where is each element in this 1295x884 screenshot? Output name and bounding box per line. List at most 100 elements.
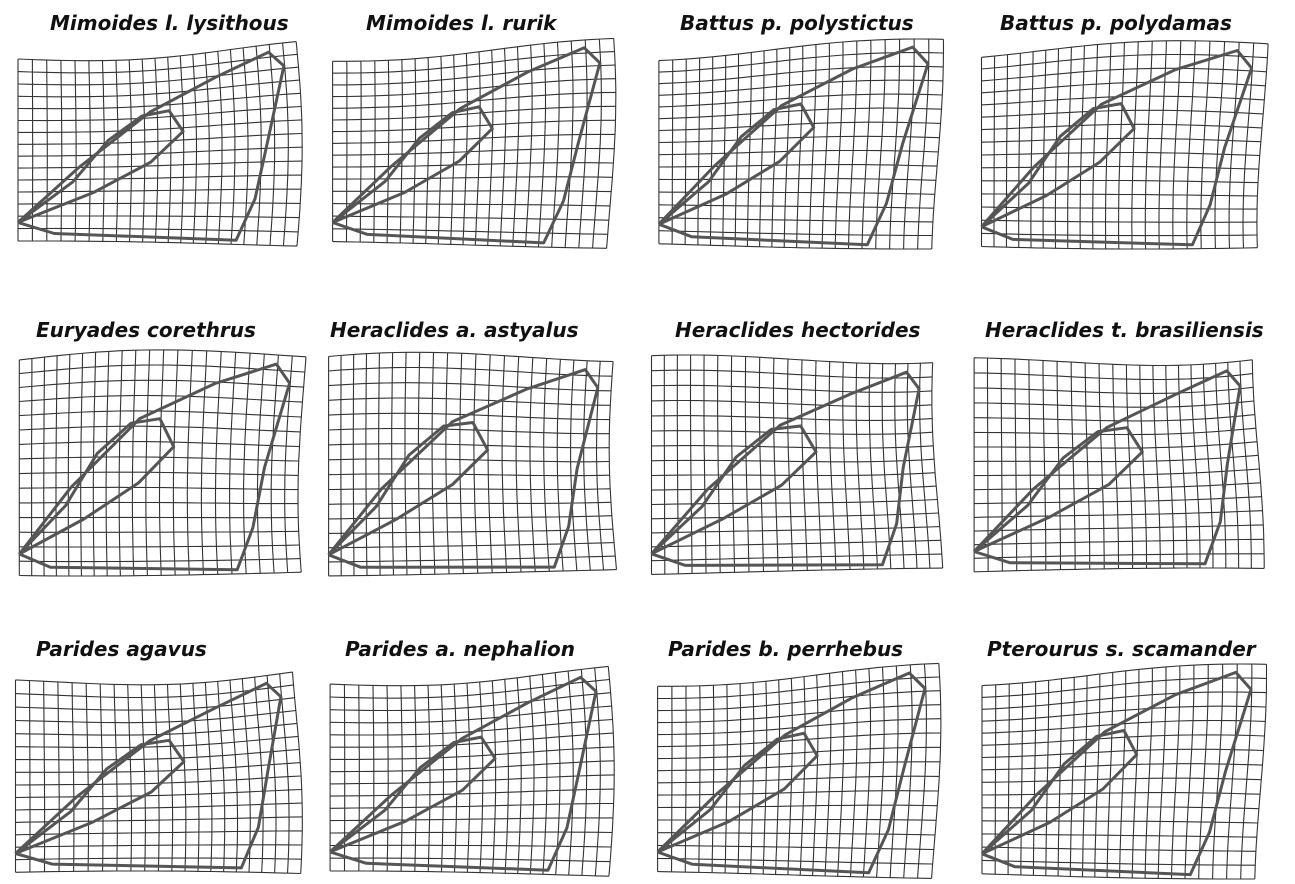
wing-outline xyxy=(18,52,284,240)
grid-line xyxy=(18,80,300,97)
grid-line xyxy=(401,686,402,872)
grid-line xyxy=(1071,362,1075,569)
grid-line xyxy=(75,61,76,242)
grid-line xyxy=(187,350,192,575)
grid-line xyxy=(180,56,183,243)
grid-line xyxy=(19,559,300,562)
grid-line xyxy=(659,80,943,95)
grid-line xyxy=(218,681,225,871)
grid-line xyxy=(920,363,930,568)
grid-line xyxy=(982,778,1261,782)
grid-line xyxy=(571,360,577,570)
grid-line xyxy=(659,39,944,61)
grid-line xyxy=(467,683,470,872)
panel-title: Parides a. nephalion xyxy=(345,637,575,661)
panel-title: Battus p. polystictus xyxy=(680,11,914,35)
grid-line xyxy=(862,40,871,249)
grid-line xyxy=(652,568,943,574)
panel: Pterourus s. scamander xyxy=(982,637,1267,879)
grid-line xyxy=(18,161,302,168)
grid-line xyxy=(1229,42,1239,248)
grid-line xyxy=(330,858,610,862)
grid-line xyxy=(438,56,442,244)
grid-line xyxy=(685,686,686,872)
panel-title: Heraclides a. astyalus xyxy=(330,318,579,342)
grid-line xyxy=(173,350,178,575)
grid-line xyxy=(974,568,1264,572)
grid-line xyxy=(201,351,206,575)
grid-line xyxy=(330,845,611,847)
grid-line xyxy=(982,706,1266,721)
grid-line xyxy=(652,401,932,407)
grid-line xyxy=(242,679,250,873)
grid-line xyxy=(119,351,122,576)
grid-line xyxy=(652,431,933,435)
grid-line xyxy=(982,233,1258,235)
wing-outline xyxy=(16,683,281,868)
grid-line xyxy=(502,356,507,573)
grid-line xyxy=(58,682,59,872)
grid-line xyxy=(542,674,547,874)
grid-line xyxy=(387,60,389,242)
grid-line xyxy=(330,747,614,760)
grid-line xyxy=(652,486,937,490)
grid-line xyxy=(685,59,686,245)
grid-line xyxy=(526,45,533,246)
grid-line xyxy=(829,362,836,570)
panel: Battus p. polydamas xyxy=(982,11,1269,249)
grid-line xyxy=(1099,364,1104,569)
grid-line xyxy=(759,357,763,571)
grid-line xyxy=(72,683,74,872)
panel-title: Heraclides t. brasiliensis xyxy=(985,318,1264,342)
grid-line xyxy=(89,61,90,242)
grid-line xyxy=(216,352,222,575)
grid-line xyxy=(374,61,375,243)
grid-line xyxy=(19,396,302,403)
grid-line xyxy=(230,352,236,574)
grid-line xyxy=(155,58,158,242)
grid-line xyxy=(18,228,298,232)
grid-line xyxy=(387,686,388,871)
grid-line xyxy=(1187,41,1196,249)
grid-line xyxy=(609,362,616,570)
panel: Battus p. polystictus xyxy=(659,11,944,249)
grid-line xyxy=(704,355,706,573)
grid-line xyxy=(329,398,611,405)
grid-line xyxy=(698,58,700,245)
grid-line xyxy=(1080,46,1084,249)
grid-line xyxy=(974,469,1259,476)
grid-line xyxy=(1029,360,1031,571)
grid-line xyxy=(659,218,933,222)
grid-line xyxy=(982,220,1257,222)
grid-line xyxy=(103,61,105,242)
grid-line xyxy=(296,42,302,247)
grid-line xyxy=(1159,41,1166,249)
grid-line xyxy=(116,60,118,241)
grid-line xyxy=(904,665,912,878)
grid-line xyxy=(1140,365,1147,568)
grid-line xyxy=(659,192,935,194)
grid-line xyxy=(652,385,932,392)
grid-line xyxy=(800,677,805,876)
grid-line xyxy=(1107,672,1113,877)
wing-outline xyxy=(330,677,596,870)
grid-line xyxy=(329,556,616,562)
grid-line xyxy=(1255,664,1267,879)
panel: Heraclides hectorides xyxy=(652,318,943,574)
grid-line xyxy=(460,353,463,573)
grid-line xyxy=(146,350,150,576)
grid-line xyxy=(415,686,417,872)
grid-line xyxy=(426,58,429,244)
grid-line xyxy=(982,749,1264,757)
grid-line xyxy=(329,383,611,391)
grid-line xyxy=(1106,43,1111,249)
grid-line xyxy=(784,48,790,248)
grid-line xyxy=(1252,360,1264,569)
grid-line xyxy=(330,832,612,833)
panel: Heraclides t. brasiliensis xyxy=(974,318,1264,572)
grid-line xyxy=(475,52,480,245)
grid-line xyxy=(788,359,793,571)
panel-title: Mimoides l. rurik xyxy=(366,11,558,35)
grid-line xyxy=(849,41,857,249)
discal-cell xyxy=(19,419,173,554)
